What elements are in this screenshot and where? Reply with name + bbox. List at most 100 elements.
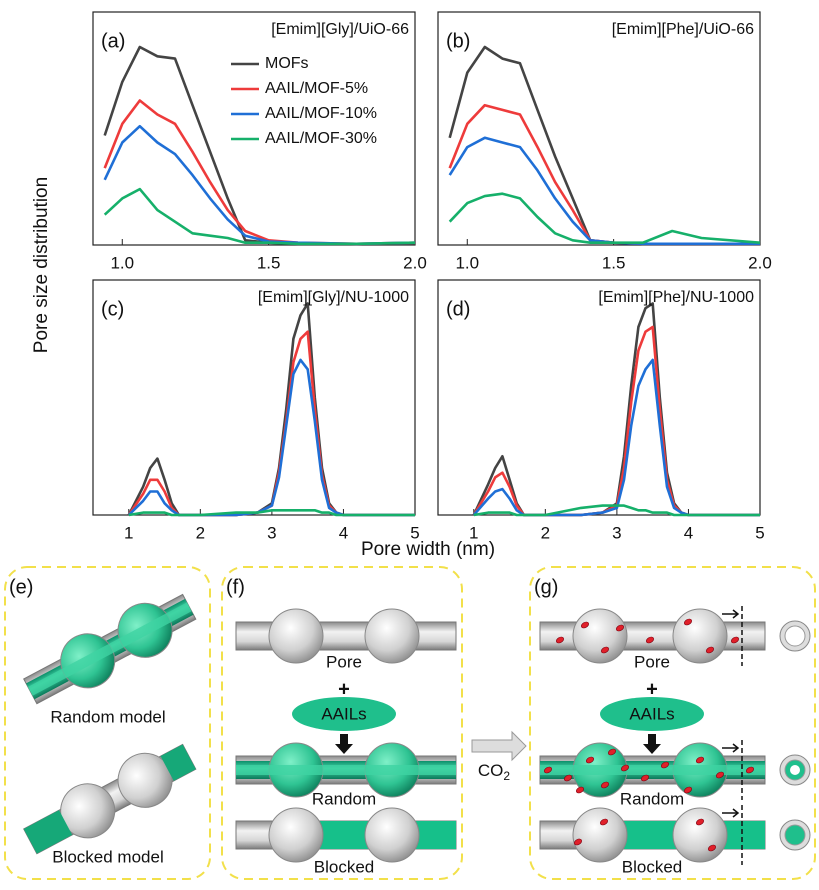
co2-molecule [608, 748, 617, 756]
co2-molecule [544, 766, 553, 774]
co2-molecule [731, 636, 740, 644]
line [448, 192, 761, 244]
co2-molecule [581, 621, 590, 629]
x-tick-label: 1.0 [455, 253, 479, 272]
aail-text: AAILs [321, 704, 366, 723]
x-tick-label: 5 [410, 523, 419, 542]
co2-arrow [471, 730, 527, 762]
x-tick-label: 1.5 [602, 253, 626, 272]
line [473, 504, 760, 517]
co2-molecule [696, 756, 705, 764]
co2-molecule [556, 636, 565, 644]
diagrams: (e) (f) (g) Random model Blocked model C… [4, 566, 816, 880]
plot-frame [92, 11, 416, 246]
aail-ellipse [292, 697, 396, 731]
panel-label: (e) [9, 576, 33, 598]
co2-molecule [586, 756, 595, 764]
pipe-block [320, 821, 368, 849]
co2-molecule [661, 761, 670, 769]
x-tick-label: 3 [267, 523, 276, 542]
cut-arrow [722, 609, 740, 619]
pore-cage [364, 807, 420, 863]
chart-title: [Emim][Phe]/UiO-66 [612, 21, 754, 38]
co2-molecule [716, 771, 725, 779]
co2-molecule [621, 764, 630, 772]
aail-ellipse [600, 697, 704, 731]
panel-label: (g) [534, 576, 558, 598]
co2-molecule [641, 774, 650, 782]
pore-cage [672, 807, 728, 863]
blocked-model [23, 743, 197, 855]
pore-cage [364, 608, 420, 664]
down-arrow [643, 734, 661, 754]
plus: + [338, 678, 350, 700]
caption: Random [312, 789, 376, 808]
co2-molecule [708, 844, 717, 852]
legend-label: AAIL/MOF-5% [265, 80, 368, 97]
panel-box [221, 566, 463, 880]
line [472, 302, 760, 517]
y-axis-label: Pore size distribution [31, 177, 52, 353]
chart-title: [Emim][Gly]/NU-1000 [258, 289, 409, 306]
charts: 1.0 1.5 2.0 (a) [Emim][Gly]/UiO-66 MOFs AAIL/M… [92, 11, 772, 542]
x-tick-label: 5 [755, 523, 764, 542]
pore-cage [572, 807, 628, 863]
plot-frame [437, 279, 761, 516]
x-tick-label: 2.0 [748, 253, 772, 272]
co2-molecule [601, 781, 610, 789]
line [448, 103, 760, 246]
legend-label: AAIL/MOF-10% [265, 105, 377, 122]
co2-molecule [601, 646, 610, 654]
plot-frame [437, 11, 761, 246]
down-arrow [335, 734, 353, 754]
chart-title: [Emim][Phe]/NU-1000 [598, 289, 754, 306]
cut-arrow [722, 743, 740, 753]
plus: + [646, 678, 658, 700]
caption: Blocked [622, 857, 682, 876]
x-axis-label: Pore width (nm) [361, 539, 495, 560]
x-tick-label: 2 [196, 523, 205, 542]
panel-label: (c) [101, 298, 124, 320]
aail-text: AAILs [629, 704, 674, 723]
panel-g: Pore + AAILs Random Blocked [539, 606, 811, 876]
co2-molecule [574, 838, 583, 846]
pore-cage [268, 608, 324, 664]
x-tick-label: 2 [541, 523, 550, 542]
pipe-block [416, 821, 456, 849]
pore-cage [268, 807, 324, 863]
line [127, 358, 415, 517]
chart-title: [Emim][Gly]/UiO-66 [271, 21, 409, 38]
pipe-block [160, 744, 196, 781]
x-tick-label: 1 [124, 523, 133, 542]
line [472, 325, 760, 517]
co2-molecule [600, 818, 609, 826]
co2-molecule [616, 624, 625, 632]
co2-molecule [646, 636, 655, 644]
x-tick-label: 3 [612, 523, 621, 542]
x-tick-label: 4 [339, 523, 348, 542]
panel-box [529, 566, 816, 880]
caption: Random [620, 789, 684, 808]
co2-molecule [564, 774, 573, 782]
pipe-coating [540, 765, 765, 775]
pipe-coating [27, 602, 192, 696]
line [127, 330, 415, 517]
line [472, 358, 760, 517]
caption: Pore [634, 652, 670, 671]
panel-label: (b) [446, 30, 470, 52]
x-tick-label: 1 [469, 523, 478, 542]
line [448, 45, 760, 246]
co2-molecule [746, 766, 755, 774]
pipe-block [624, 821, 676, 849]
panel-box [4, 566, 211, 880]
line [103, 187, 416, 246]
pipe-block [23, 810, 73, 854]
panel-label: (d) [446, 298, 470, 320]
cross-section-core [784, 625, 806, 647]
co2-molecule [696, 818, 705, 826]
x-tick-label: 1.0 [110, 253, 134, 272]
legend-label: MOFs [265, 55, 309, 72]
co2-molecule [576, 786, 585, 794]
random-model [23, 593, 197, 705]
